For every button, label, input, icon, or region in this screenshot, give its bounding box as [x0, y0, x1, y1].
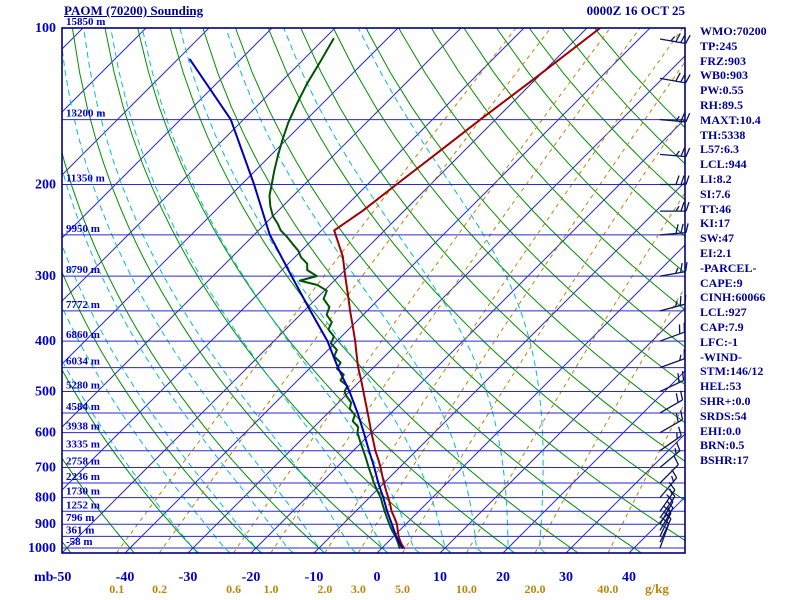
height-label: 3335 m	[66, 439, 100, 451]
stat-line: SHR+:0.0	[700, 393, 751, 408]
mixing-ratio-label: 5.0	[395, 582, 410, 596]
stats-panel: WMO:70200 TP:245 FRZ:903 WB0:903 PW:0.55 RH:8…	[700, 24, 767, 468]
stat-line: SW:47	[700, 231, 735, 246]
mixing-ratio-label: 2.0	[317, 582, 332, 596]
pressure-tick-label: 300	[35, 269, 56, 284]
mixing-ratio-label: 0.2	[152, 582, 167, 596]
stat-line: WMO:70200	[700, 24, 767, 38]
dry-adiabats	[62, 28, 685, 553]
stat-line: EI:2.1	[700, 245, 732, 260]
stat-line: BRN:0.5	[700, 438, 745, 453]
temperature-tick-label: -50	[53, 570, 72, 585]
height-label: 5280 m	[66, 379, 100, 391]
temperature-tick-label: 10	[433, 570, 447, 585]
pressure-tick-label: 200	[35, 178, 56, 193]
dewpoint-curve	[268, 38, 401, 549]
stat-line: LFC:-1	[700, 334, 738, 349]
stat-line: MAXT:10.4	[700, 112, 761, 127]
mixing-ratio-label: 3.0	[351, 582, 366, 596]
height-label: 796 m	[66, 512, 94, 524]
mixing-ratio-label: 10.0	[456, 582, 477, 596]
pressure-tick-label: 1000	[28, 541, 56, 556]
height-label: 2758 m	[66, 455, 100, 467]
plot-frame	[61, 27, 686, 554]
stat-line: TP:245	[700, 38, 738, 53]
height-label: 3938 m	[66, 421, 100, 433]
height-label: 11350 m	[66, 173, 105, 185]
height-label: 15850 m	[66, 16, 105, 28]
stat-line: CAP:7.9	[700, 319, 744, 334]
stat-line: SRDS:54	[700, 408, 747, 423]
stat-line: WB0:903	[700, 68, 748, 83]
pressure-lines	[62, 28, 685, 549]
pressure-tick-label: 500	[35, 384, 56, 399]
stat-line: -WIND-	[700, 349, 742, 364]
plot-area	[62, 28, 685, 553]
mixing-ratio-label: 40.0	[597, 582, 618, 596]
isotherms	[62, 28, 685, 553]
temperature-tick-label: 30	[559, 570, 573, 585]
height-label: 1252 m	[66, 499, 100, 511]
moist-adiabats	[62, 28, 546, 553]
stat-line: TT:46	[700, 201, 732, 216]
mixing-ratio-unit-label: g/kg	[645, 581, 669, 596]
stat-line: LI:8.2	[700, 171, 732, 186]
pressure-tick-label: 600	[35, 426, 56, 441]
temperature-tick-label: 40	[622, 570, 636, 585]
mixing-ratio-label: 20.0	[525, 582, 546, 596]
height-label: -58 m	[66, 536, 93, 548]
wetbulb-curve	[189, 58, 404, 549]
temperature-tick-label: 20	[496, 570, 510, 585]
stat-line: EHI:0.0	[700, 423, 742, 438]
pressure-tick-label: 700	[35, 460, 56, 475]
height-label: 6034 m	[66, 356, 100, 368]
stat-line: L57:6.3	[700, 142, 739, 157]
height-label: 7772 m	[66, 299, 100, 311]
temperature-tick-label: -30	[179, 570, 198, 585]
sounding-datetime: 0000Z 16 OCT 25	[586, 3, 685, 18]
height-label: 6860 m	[66, 329, 100, 341]
stat-line: TH:5338	[700, 127, 746, 142]
height-label: 13200 m	[66, 108, 105, 120]
stat-line: LCL:944	[700, 157, 747, 172]
stat-line: -PARCEL-	[700, 260, 757, 275]
temperature-curve	[333, 28, 602, 549]
temperature-tick-label: -10	[305, 570, 324, 585]
stat-line: RH:89.5	[700, 97, 743, 112]
height-label: 8790 m	[66, 264, 100, 276]
stat-line: CINH:60066	[700, 290, 766, 305]
stat-line: LCL:927	[700, 305, 747, 320]
stat-line: PW:0.55	[700, 83, 744, 98]
stat-line: SI:7.6	[700, 186, 731, 201]
mixing-ratio-label: 0.1	[109, 582, 124, 596]
height-label: 2236 m	[66, 471, 100, 483]
temperature-tick-label: -20	[242, 570, 261, 585]
stat-line: CAPE:9	[700, 275, 743, 290]
pressure-unit-label: mb	[34, 570, 54, 585]
mixing-ratio-label: 0.6	[226, 582, 241, 596]
temperature-tick-label: -40	[116, 570, 135, 585]
stat-line: FRZ:903	[700, 53, 746, 68]
mixing-ratio-label: 1.0	[263, 582, 278, 596]
pressure-tick-label: 100	[35, 21, 56, 36]
temperature-tick-label: 0	[374, 570, 381, 585]
wind-barbs	[659, 33, 691, 549]
stat-line: STM:146/12	[700, 364, 764, 379]
pressure-tick-label: 400	[35, 334, 56, 349]
height-label: 9950 m	[66, 223, 100, 235]
height-label: 1730 m	[66, 486, 100, 498]
stat-line: HEL:53	[700, 379, 742, 394]
height-label: 361 m	[66, 524, 94, 536]
page-title: PAOM (70200) Sounding	[64, 3, 204, 18]
mixing-ratio-lines	[116, 28, 685, 553]
height-label: 4584 m	[66, 401, 100, 413]
stat-line: KI:17	[700, 216, 730, 231]
stat-line: BSHR:17	[700, 453, 749, 468]
pressure-tick-label: 900	[35, 517, 56, 532]
pressure-tick-label: 800	[35, 491, 56, 506]
